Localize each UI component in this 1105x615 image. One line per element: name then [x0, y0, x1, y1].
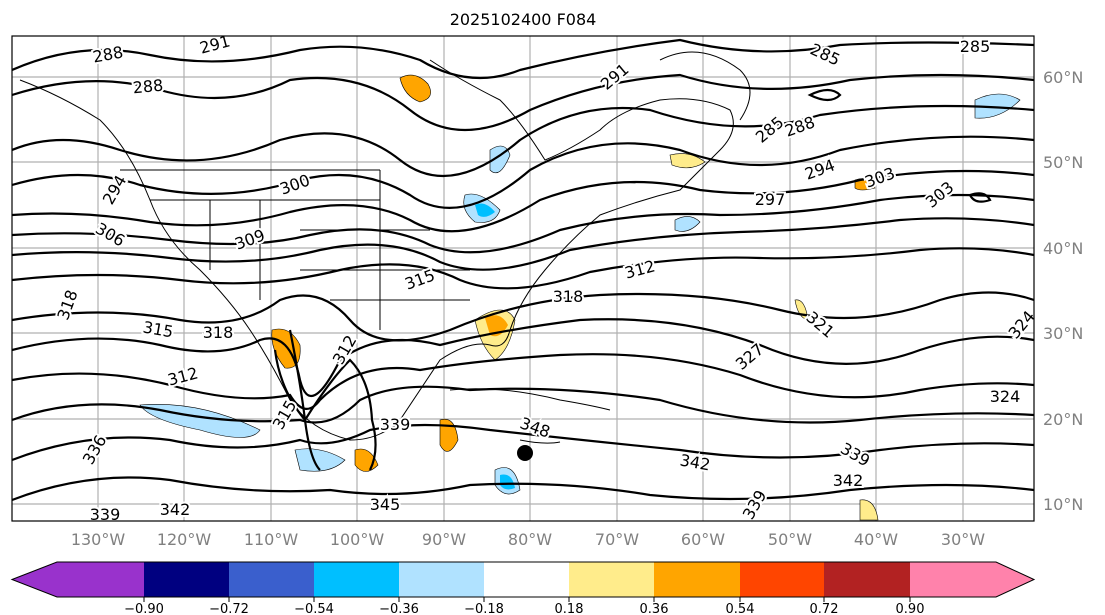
colorbar-segment [569, 562, 654, 597]
colorbar-tick-label: −0.54 [294, 602, 334, 615]
longitude-label: 50°W [768, 530, 812, 549]
colorbar-tick-label: −0.72 [209, 602, 249, 615]
latitude-label: 30°N [1043, 324, 1083, 343]
colorbar-tick-label: 0.72 [810, 602, 839, 615]
latitude-labels: 60°N 50°N 40°N 30°N 20°N 10°N [1043, 68, 1083, 514]
colorbar-segment [484, 562, 569, 597]
colorbar-tick-label: −0.36 [379, 602, 419, 615]
colorbar-segment [740, 562, 824, 597]
latitude-label: 20°N [1043, 410, 1083, 429]
latitude-label: 40°N [1043, 239, 1083, 258]
latitude-label: 50°N [1043, 153, 1083, 172]
colorbar-segment [229, 562, 314, 597]
colorbar-segment [910, 562, 996, 597]
longitude-label: 40°W [854, 530, 898, 549]
longitude-label: 130°W [71, 530, 126, 549]
latitude-label: 60°N [1043, 68, 1083, 87]
contour-label: 318 [553, 287, 584, 306]
colorbar-segment [144, 562, 229, 597]
colorbar-extend-min [12, 562, 57, 597]
colorbar-extend-max [996, 562, 1034, 597]
colorbar-tick-label: 0.54 [726, 602, 755, 615]
colorbar-segment [399, 562, 484, 597]
colorbar-tick-label: 0.36 [640, 602, 669, 615]
contour-label: 342 [833, 471, 864, 490]
contour-label: 318 [203, 323, 234, 342]
contour-label: 339 [90, 505, 121, 524]
longitude-label: 120°W [157, 530, 212, 549]
longitude-label: 80°W [508, 530, 552, 549]
longitude-label: 100°W [330, 530, 385, 549]
contour-label: 342 [160, 500, 191, 519]
map-frame [11, 35, 1035, 522]
height-contours [12, 38, 1034, 502]
map-title: 2025102400 F084 [449, 10, 597, 29]
longitude-label: 90°W [422, 530, 466, 549]
colorbar: −0.90 −0.72 −0.54 −0.36 −0.18 0.18 0.36 0.54 0.7… [10, 561, 1036, 615]
latitude-label: 10°N [1043, 495, 1083, 514]
contour-label: 297 [755, 190, 786, 209]
contour-label: 288 [132, 76, 164, 98]
colorbar-outline [10, 561, 1036, 598]
contour-label: 285 [960, 37, 991, 56]
colorbar-tick-label: 0.90 [896, 602, 925, 615]
contour-label: 339 [380, 415, 411, 434]
colorbar-tick-label: −0.18 [464, 602, 504, 615]
colorbar-tick-label: −0.90 [124, 602, 164, 615]
colorbar-segment [824, 562, 910, 597]
longitude-label: 110°W [244, 530, 299, 549]
colorbar-segment [314, 562, 399, 597]
longitude-labels: 130°W 120°W 110°W 100°W 90°W 80°W 70°W 60°W 50°W… [71, 530, 985, 549]
longitude-label: 60°W [681, 530, 725, 549]
colorbar-segment [57, 562, 144, 597]
storm-center-marker [517, 445, 533, 461]
colorbar-tick-label: 0.18 [555, 602, 584, 615]
contour-label: 324 [990, 387, 1021, 406]
longitude-label: 30°W [941, 530, 985, 549]
colorbar-segment [654, 562, 740, 597]
contour-label: 345 [370, 495, 401, 514]
longitude-label: 70°W [595, 530, 639, 549]
